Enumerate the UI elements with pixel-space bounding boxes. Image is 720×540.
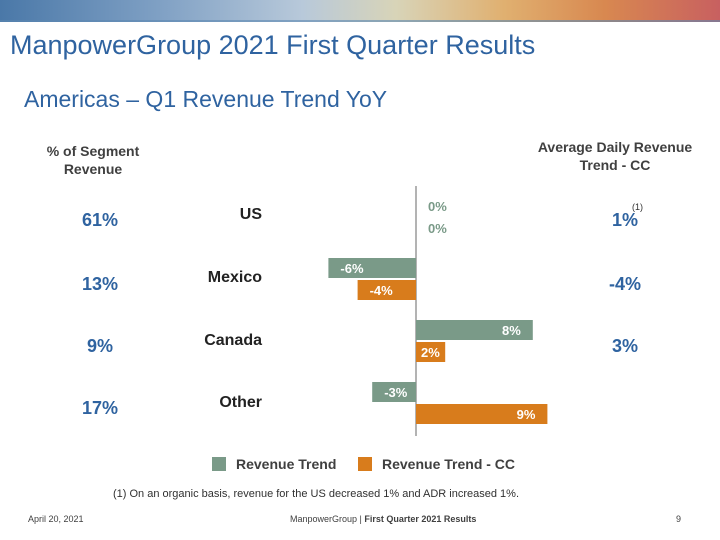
segment-revenue-header: % of Segment Revenue [46, 143, 140, 177]
legend-item-revenue-trend-cc: Revenue Trend - CC [358, 456, 515, 474]
bar-revenue-trend-other [372, 382, 416, 402]
legend-label-revenue-trend-cc: Revenue Trend - CC [382, 456, 516, 472]
footer-center: ManpowerGroup | First Quarter 2021 Resul… [290, 514, 476, 524]
header-gradient-bar [0, 0, 720, 22]
data-label-revenue-trend-us: 0% [428, 199, 447, 214]
adr-value-us: 1% [611, 210, 638, 230]
bar-revenue-trend-canada [416, 320, 533, 340]
data-label-revenue-trend-cc-canada: 2% [421, 345, 440, 360]
data-label-revenue-trend-canada: 8% [502, 323, 521, 338]
data-label-revenue-trend-mexico: -6% [340, 261, 364, 276]
category-label-mexico: Mexico [207, 269, 262, 286]
legend-label-revenue-trend: Revenue Trend [236, 456, 337, 472]
page-title: ManpowerGroup 2021 First Quarter Results [10, 30, 536, 60]
footer-page-number: 9 [676, 514, 682, 524]
adr-trend-header: Average Daily Revenue Trend - CC [537, 139, 693, 173]
category-label-canada: Canada [204, 332, 262, 349]
data-label-revenue-trend-cc-us: 0% [428, 221, 447, 236]
adr-value-canada: 3% [611, 336, 638, 356]
footer-report-name: First Quarter 2021 Results [364, 514, 477, 524]
bar-revenue-trend-cc-canada [416, 342, 446, 362]
legend-item-revenue-trend: Revenue Trend [212, 456, 336, 474]
segment-pct-canada: 9% [86, 336, 113, 356]
legend-swatch-revenue-trend [212, 457, 226, 471]
data-label-revenue-trend-other: -3% [384, 385, 408, 400]
footer-date: April 20, 2021 [28, 514, 84, 524]
data-label-revenue-trend-cc-mexico: -4% [370, 283, 394, 298]
category-label-other: Other [219, 394, 262, 411]
bar-revenue-trend-mexico [328, 258, 416, 278]
segment-pct-other: 17% [81, 398, 119, 418]
data-label-revenue-trend-cc-other: 9% [517, 407, 536, 422]
bar-revenue-trend-cc-mexico [357, 280, 416, 300]
page-subtitle: Americas – Q1 Revenue Trend YoY [24, 86, 388, 112]
category-label-us: US [239, 206, 262, 223]
legend-swatch-revenue-trend-cc [358, 457, 372, 471]
adr-footnote-marker: (1) [632, 202, 643, 212]
bar-revenue-trend-cc-other [416, 404, 548, 424]
adr-value-mexico: -4% [608, 274, 641, 294]
footnote: (1) On an organic basis, revenue for the… [113, 488, 520, 500]
footer-brand: ManpowerGroup | [290, 514, 365, 524]
segment-pct-mexico: 13% [81, 274, 119, 294]
header-rule [0, 20, 720, 22]
segment-pct-us: 61% [81, 210, 119, 230]
